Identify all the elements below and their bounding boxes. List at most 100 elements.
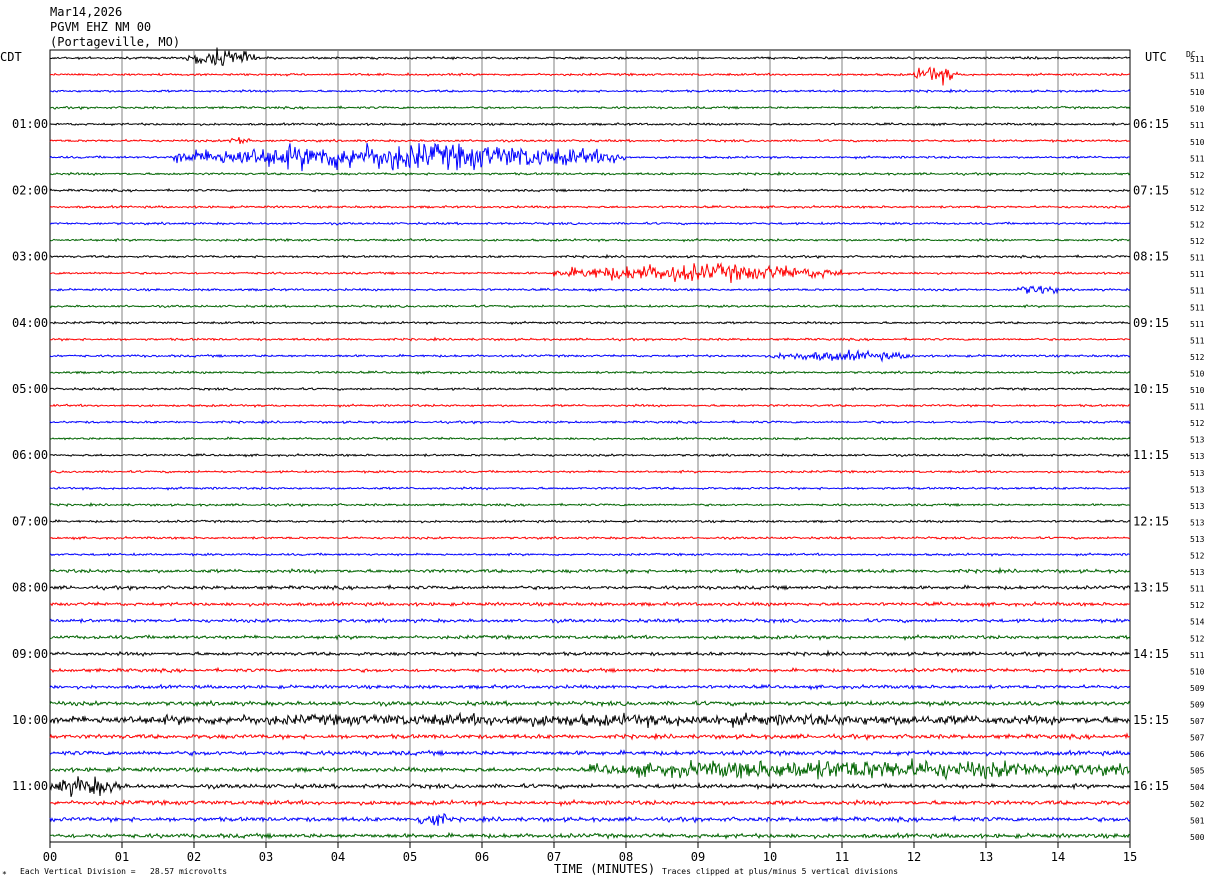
x-tick-label: 11: [835, 850, 849, 864]
seismogram-trace: [49, 419, 1131, 425]
seismogram-trace: [49, 732, 1131, 741]
seismogram-trace: [49, 47, 1131, 67]
seismogram-trace: [49, 336, 1131, 342]
dc-offset-value: 513: [1190, 518, 1205, 527]
dc-offset-value: 511: [1190, 303, 1205, 312]
dc-offset-value: 507: [1190, 734, 1205, 743]
seismogram-trace: [49, 501, 1130, 508]
dc-offset-value: 512: [1190, 187, 1205, 196]
dc-offset-value: 510: [1190, 88, 1205, 97]
right-hour-label: 06:15: [1133, 117, 1169, 131]
left-hour-label: 02:00: [12, 183, 48, 197]
seismogram-trace: [49, 617, 1131, 624]
right-timezone-label: UTC: [1145, 50, 1167, 64]
seismogram-trace: [49, 584, 1131, 592]
left-timezone-label: CDT: [0, 50, 22, 64]
seismogram-trace: [49, 204, 1131, 210]
dc-offset-value: 511: [1190, 651, 1205, 660]
dc-offset-value: 513: [1190, 452, 1205, 461]
header-date: Mar14,2026: [50, 5, 123, 19]
dc-offset-value: 514: [1190, 618, 1205, 627]
right-hour-label: 11:15: [1133, 448, 1169, 462]
seismogram-trace: [49, 711, 1131, 728]
seismogram-trace: [49, 452, 1131, 458]
seismogram-trace: [49, 253, 1131, 259]
seismogram-trace: [49, 88, 1131, 94]
right-hour-label: 15:15: [1133, 713, 1169, 727]
seismogram-trace: [49, 469, 1131, 474]
seismogram-trace: [49, 320, 1131, 326]
dc-offset-value: 513: [1190, 502, 1205, 511]
x-tick-label: 00: [43, 850, 57, 864]
plot-frame: [49, 49, 1131, 843]
dc-offset-value: 512: [1190, 171, 1205, 180]
seismogram-trace: [49, 699, 1131, 708]
dc-offset-value: 512: [1190, 204, 1205, 213]
seismogram-trace: [49, 519, 1131, 524]
left-hour-label: 04:00: [12, 316, 48, 330]
seismogram-trace: [49, 552, 1131, 557]
seismogram-trace: [49, 535, 1131, 541]
dc-offset-value: 506: [1190, 750, 1205, 759]
dc-offset-value: 510: [1190, 105, 1205, 114]
seismogram-trace: [49, 285, 1131, 295]
right-hour-label: 09:15: [1133, 316, 1169, 330]
dc-offset-value: 511: [1190, 585, 1205, 594]
seismogram-trace: [49, 666, 1131, 674]
dc-offset-value: 511: [1190, 72, 1205, 81]
dc-offset-value: 513: [1190, 485, 1205, 494]
dc-offset-value: 502: [1190, 800, 1205, 809]
left-hour-label: 11:00: [12, 779, 48, 793]
dc-offset-value: 511: [1190, 154, 1205, 163]
x-tick-label: 12: [907, 850, 921, 864]
dc-offset-value: 513: [1190, 535, 1205, 544]
dc-offset-value: 513: [1190, 436, 1205, 445]
seismogram-trace: [49, 600, 1130, 608]
x-tick-label: 02: [187, 850, 201, 864]
dc-offset-value: 505: [1190, 767, 1205, 776]
x-tick-label: 03: [259, 850, 273, 864]
seismogram-trace: [49, 798, 1131, 808]
header-location: (Portageville, MO): [50, 35, 181, 49]
dc-offset-value: 511: [1190, 287, 1205, 296]
seismogram-trace: [49, 758, 1131, 781]
seismogram-trace: [49, 436, 1131, 441]
seismogram-trace: [49, 170, 1131, 177]
x-tick-label: 10: [763, 850, 777, 864]
dc-offset-value: 510: [1190, 386, 1205, 395]
x-tick-label: 05: [403, 850, 417, 864]
dc-offset-value: 511: [1190, 254, 1205, 263]
seismogram-trace: [49, 813, 1131, 826]
dc-offset-value: 512: [1190, 419, 1205, 428]
x-tick-label: 01: [115, 850, 129, 864]
right-hour-label: 16:15: [1133, 779, 1169, 793]
seismogram-trace: [49, 776, 1131, 797]
x-tick-label: 09: [691, 850, 705, 864]
x-tick-label: 08: [619, 850, 633, 864]
left-hour-label: 10:00: [12, 713, 48, 727]
seismogram-trace: [49, 386, 1131, 392]
x-tick-label: 14: [1051, 850, 1065, 864]
dc-offset-value: 512: [1190, 221, 1205, 230]
seismogram-trace: [49, 66, 1131, 86]
dc-label: DC: [1186, 50, 1196, 59]
dc-offset-value: 511: [1190, 336, 1205, 345]
seismogram-trace: [49, 403, 1130, 409]
left-hour-label: 07:00: [12, 514, 48, 528]
seismogram-trace: [49, 634, 1131, 641]
dc-offset-value: 510: [1190, 667, 1205, 676]
dc-offset-value: 511: [1190, 320, 1205, 329]
dc-offset-value: 512: [1190, 353, 1205, 362]
right-hour-label: 13:15: [1133, 581, 1169, 595]
x-tick-label: 15: [1123, 850, 1137, 864]
dc-offset-value: 512: [1190, 237, 1205, 246]
seismogram-trace: [49, 187, 1131, 193]
left-hour-label: 03:00: [12, 250, 48, 264]
dc-offset-value: 512: [1190, 634, 1205, 643]
seismogram-trace: [49, 137, 1131, 145]
x-tick-label: 07: [547, 850, 561, 864]
clip-note: Traces clipped at plus/minus 5 vertical …: [662, 867, 899, 876]
right-hour-label: 12:15: [1133, 514, 1169, 528]
left-hour-label: 01:00: [12, 117, 48, 131]
